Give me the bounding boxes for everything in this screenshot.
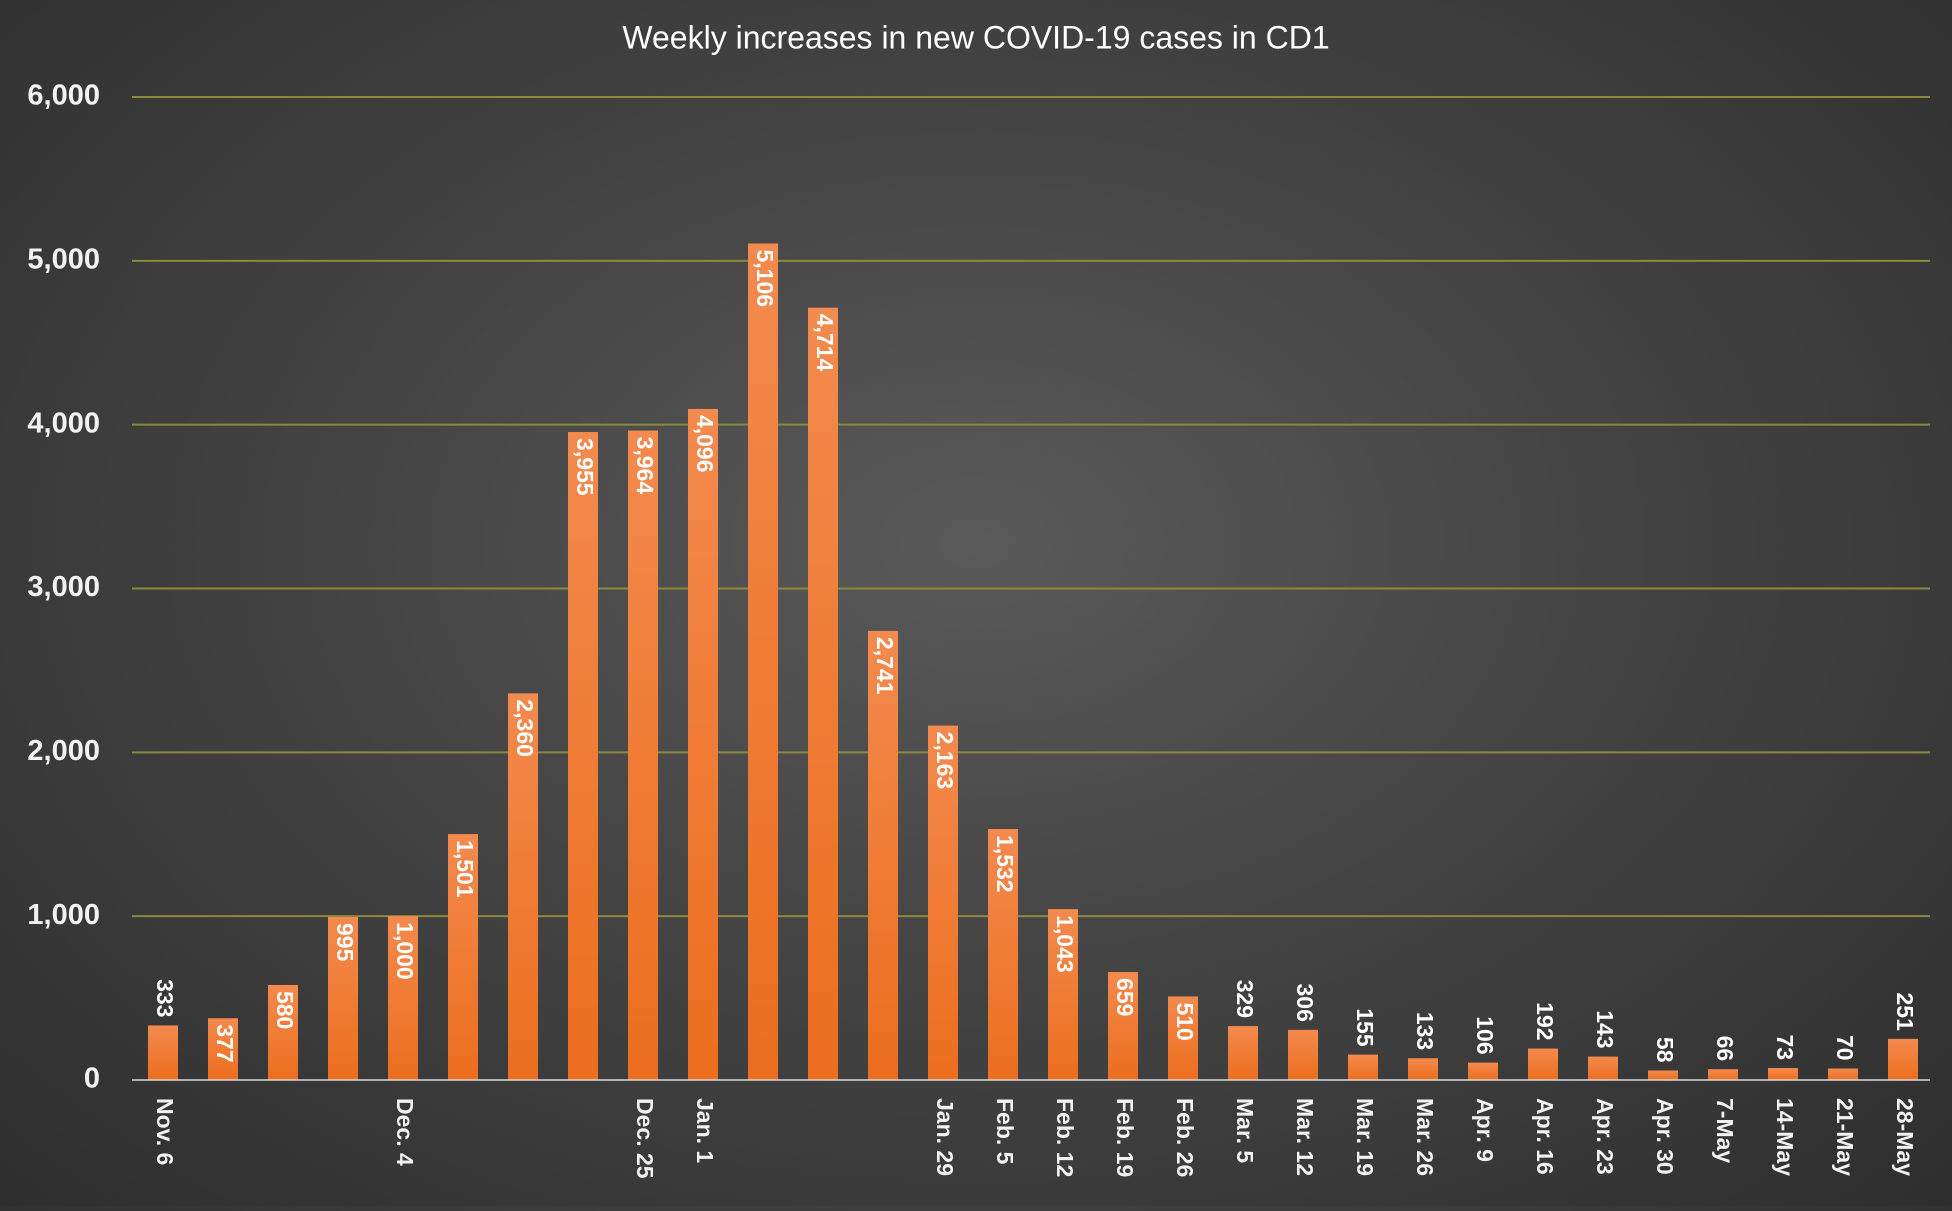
value-label: 1,000	[392, 922, 418, 980]
x-tick-label: 28-May	[1892, 1098, 1918, 1176]
y-tick-label: 6,000	[27, 80, 100, 112]
bar	[328, 916, 358, 1080]
bar	[148, 1025, 178, 1080]
bar	[568, 432, 598, 1080]
value-label: 133	[1412, 1012, 1438, 1050]
bar	[1588, 1056, 1618, 1080]
value-label: 66	[1712, 1036, 1738, 1062]
bar	[868, 630, 898, 1080]
value-label: 659	[1112, 978, 1138, 1016]
value-label: 1,043	[1052, 915, 1078, 973]
y-tick-label: 1,000	[27, 899, 100, 931]
value-label: 2,741	[872, 637, 898, 695]
value-label: 58	[1652, 1037, 1678, 1063]
bar	[1708, 1069, 1738, 1080]
x-tick-label: Apr. 30	[1652, 1098, 1678, 1175]
x-tick-label: Apr. 23	[1592, 1098, 1618, 1175]
x-tick-label: Mar. 5	[1232, 1098, 1258, 1163]
y-tick-label: 0	[84, 1063, 100, 1095]
value-label: 329	[1232, 980, 1258, 1018]
bar	[268, 984, 298, 1080]
bar	[808, 307, 838, 1080]
bar	[1768, 1068, 1798, 1080]
bar	[1168, 996, 1198, 1080]
bar	[1048, 909, 1078, 1080]
value-label: 143	[1592, 1010, 1618, 1048]
value-label: 70	[1832, 1035, 1858, 1061]
x-tick-label: 7-May	[1712, 1098, 1738, 1163]
value-label: 2,360	[512, 699, 538, 757]
bar	[1288, 1029, 1318, 1080]
gridlines	[132, 96, 1930, 918]
value-labels: 333 377 580 995 1,000 1,501 2,360 3,955 3,964 4,0…	[152, 249, 1918, 1062]
bar	[1528, 1048, 1558, 1080]
bar	[1348, 1054, 1378, 1080]
value-label: 73	[1772, 1034, 1798, 1060]
value-label: 5,106	[752, 249, 778, 307]
x-tick-label: Apr. 9	[1472, 1098, 1498, 1162]
bar	[1228, 1026, 1258, 1080]
x-tick-label: Mar. 19	[1352, 1098, 1378, 1176]
bar	[1408, 1058, 1438, 1080]
bar	[1648, 1070, 1678, 1080]
x-tick-label: Mar. 12	[1292, 1098, 1318, 1176]
x-tick-label: Nov. 6	[152, 1098, 178, 1165]
y-tick-label: 5,000	[27, 243, 100, 275]
value-label: 333	[152, 979, 178, 1017]
bar	[688, 408, 718, 1080]
bar	[1108, 972, 1138, 1080]
bar	[928, 725, 958, 1080]
value-label: 3,964	[632, 437, 658, 495]
x-tick-label: 14-May	[1772, 1098, 1798, 1176]
x-tick-label: 21-May	[1832, 1098, 1858, 1176]
value-label: 510	[1172, 1002, 1198, 1040]
value-label: 1,532	[992, 835, 1018, 893]
x-tick-label: Dec. 25	[632, 1098, 658, 1179]
bar	[628, 430, 658, 1080]
bar	[1888, 1038, 1918, 1080]
x-axis: Nov. 6 Dec. 4 Dec. 25 Jan. 1 Jan. 29 Feb. 5 Fe…	[132, 1079, 1930, 1179]
value-label: 4,096	[692, 415, 718, 473]
value-label: 192	[1532, 1002, 1558, 1040]
y-axis: 0 1,000 2,000 3,000 4,000 5,000 6,000	[27, 80, 100, 1095]
value-label: 1,501	[452, 840, 478, 898]
bar	[508, 693, 538, 1080]
bar	[388, 916, 418, 1080]
x-tick-label: Apr. 16	[1532, 1098, 1558, 1175]
value-label: 106	[1472, 1016, 1498, 1054]
x-tick-label: Jan. 29	[932, 1098, 958, 1176]
bar	[1828, 1068, 1858, 1080]
x-tick-label: Feb. 19	[1112, 1098, 1138, 1177]
value-label: 995	[332, 923, 358, 962]
value-label: 251	[1892, 993, 1918, 1032]
x-tick-label: Feb. 5	[992, 1098, 1018, 1165]
x-tick-label: Feb. 26	[1172, 1098, 1198, 1177]
value-label: 377	[212, 1024, 238, 1062]
value-label: 2,163	[932, 732, 958, 790]
bars	[148, 243, 1918, 1081]
bar	[748, 243, 778, 1081]
chart-title: Weekly increases in new COVID-19 cases i…	[622, 19, 1329, 55]
value-label: 3,955	[572, 438, 598, 496]
x-tick-label: Feb. 12	[1052, 1098, 1078, 1177]
x-tick-label: Jan. 1	[692, 1098, 718, 1163]
bar	[988, 829, 1018, 1080]
value-label: 306	[1292, 983, 1318, 1021]
y-tick-label: 3,000	[27, 571, 100, 603]
x-tick-label: Mar. 26	[1412, 1098, 1438, 1176]
bar	[208, 1018, 238, 1080]
value-label: 4,714	[812, 314, 838, 372]
value-label: 580	[272, 991, 298, 1029]
y-tick-label: 2,000	[27, 735, 100, 767]
bar	[448, 834, 478, 1080]
bar	[1468, 1062, 1498, 1080]
x-tick-label: Dec. 4	[392, 1098, 418, 1166]
value-label: 155	[1352, 1008, 1378, 1047]
y-tick-label: 4,000	[27, 407, 100, 439]
